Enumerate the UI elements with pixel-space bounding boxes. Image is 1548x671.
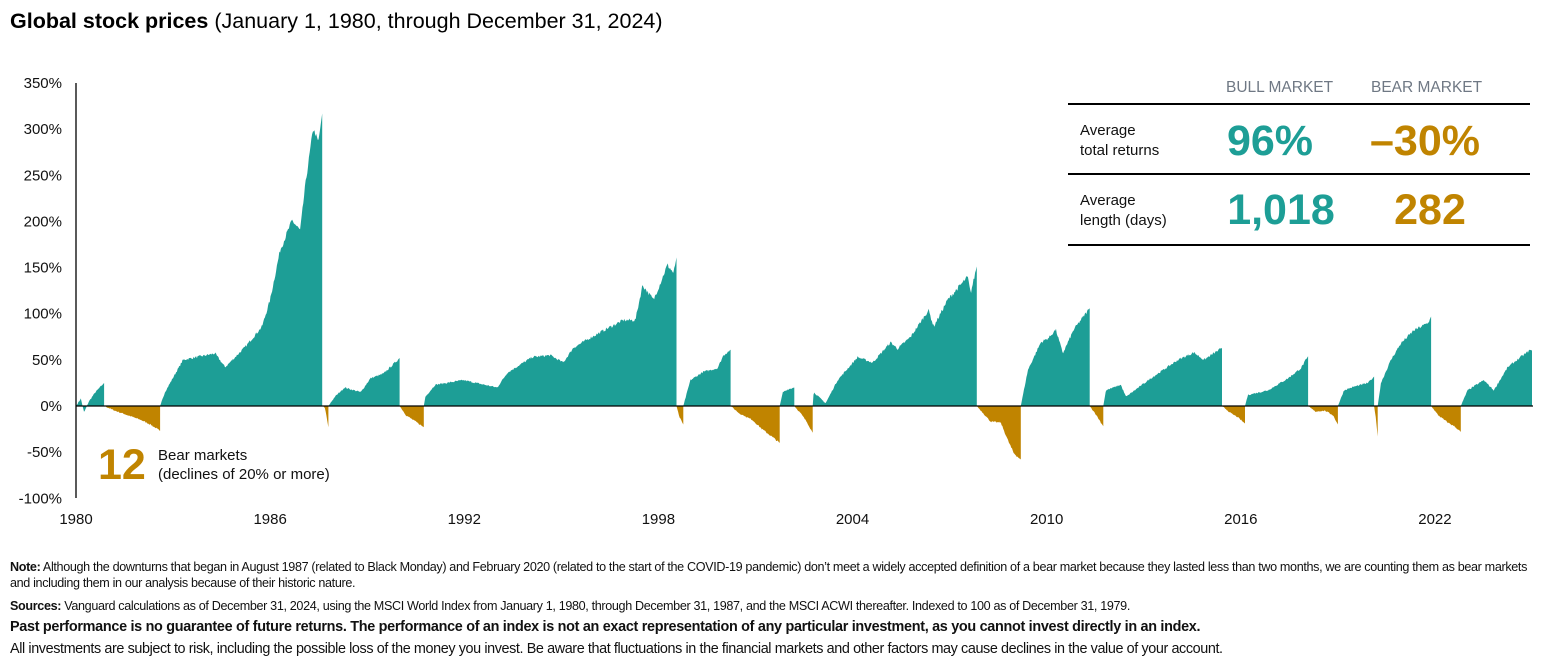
chart: 350% 300% 250% 200% 150% 100% 50% 0% -50% -100% 1… [19,75,1533,528]
y-tick-label: 350% [24,75,62,92]
bear-market-segment-10 [730,406,780,443]
chart-title: Global stock prices (January 1, 1980, th… [10,9,663,34]
bull-market-segment-17 [1103,347,1222,406]
bull-avg-length: 1,018 [1227,186,1335,234]
x-tick-label: 1998 [642,511,675,528]
header-bear-market: BEAR MARKET [1371,79,1483,96]
bull-market-segment-25 [1460,349,1532,406]
bull-market-segment-19 [1245,356,1309,406]
bear-market-segment-22 [1374,406,1378,437]
table-divider [1068,103,1530,105]
label-line: (declines of 20% or more) [158,466,330,483]
bull-market-segment-13 [812,266,977,406]
bull-market-segment-21 [1337,376,1375,406]
bull-market-segment-3 [160,113,323,406]
bull-market-segment-5 [328,358,400,406]
bear-market-segment-4 [323,406,329,428]
bear-market-label: Bear markets (declines of 20% or more) [158,446,330,484]
table-divider [1068,173,1530,175]
x-axis-ticks: 1980 1986 1992 1998 2004 2010 2016 2022 [59,511,1451,528]
x-tick-label: 2010 [1030,511,1063,528]
y-tick-label: 150% [24,260,62,277]
disclaimer-bold: Past performance is no guarantee of futu… [10,619,1201,635]
sources: Sources: Vanguard calculations as of Dec… [10,598,1535,614]
bear-market-count: 12 [98,441,146,489]
bear-market-segment-20 [1308,406,1338,425]
title-date-range: (January 1, 1980, through December 31, 2… [208,9,663,33]
bull-market-segment-15 [1020,308,1090,406]
x-tick-label: 2022 [1418,511,1451,528]
y-axis-ticks: 350% 300% 250% 200% 150% 100% 50% 0% -50% -100% [19,75,62,507]
row-label-returns: Average total returns [1080,121,1159,161]
bull-market-segment-11 [779,387,795,406]
bear-avg-return: –30% [1370,117,1480,165]
label-line: total returns [1080,142,1160,159]
label-line: Bear markets [158,447,248,464]
y-tick-label: -50% [27,444,62,461]
x-tick-label: 1980 [59,511,92,528]
sources-text: Vanguard calculations as of December 31,… [61,599,1130,613]
table-divider [1068,244,1530,246]
y-tick-label: 250% [24,167,62,184]
y-tick-label: 0% [40,398,62,415]
bear-avg-length: 282 [1394,186,1466,234]
note-text: Although the downturns that began in Aug… [10,560,1528,590]
label-line: Average [1080,192,1136,209]
x-tick-label: 1992 [448,511,481,528]
y-tick-label: 100% [24,306,62,323]
disclaimer: All investments are subject to risk, inc… [10,641,1223,657]
bear-market-segment-8 [676,406,684,425]
x-tick-label: 2004 [836,511,869,528]
bull-market-segment-9 [683,349,731,406]
note-label: Note: [10,560,41,574]
x-tick-label: 2016 [1224,511,1257,528]
bear-market-segment-6 [399,406,424,428]
bear-market-segment-2 [104,406,161,431]
label-line: length (days) [1080,212,1167,229]
bear-market-segment-24 [1431,406,1461,432]
bear-market-segment-12 [794,406,813,433]
x-tick-label: 1986 [253,511,286,528]
y-tick-label: 300% [24,121,62,138]
note: Note: Although the downturns that began … [10,559,1535,591]
bull-market-segment-1 [76,382,105,412]
y-tick-label: 200% [24,213,62,230]
header-bull-market: BULL MARKET [1226,79,1334,96]
row-label-length: Average length (days) [1080,191,1167,231]
sources-label: Sources: [10,599,62,613]
bear-market-segment-18 [1222,406,1245,424]
y-tick-label: 50% [32,352,62,369]
bear-market-segment-16 [1089,406,1104,427]
label-line: Average [1080,122,1136,139]
title-bold: Global stock prices [10,9,209,33]
bull-market-segment-23 [1377,316,1432,406]
y-tick-label: -100% [19,490,62,507]
market-segments [76,113,1532,460]
bull-market-segment-7 [423,257,677,406]
bull-avg-return: 96% [1226,117,1314,165]
bear-market-segment-14 [976,406,1021,460]
